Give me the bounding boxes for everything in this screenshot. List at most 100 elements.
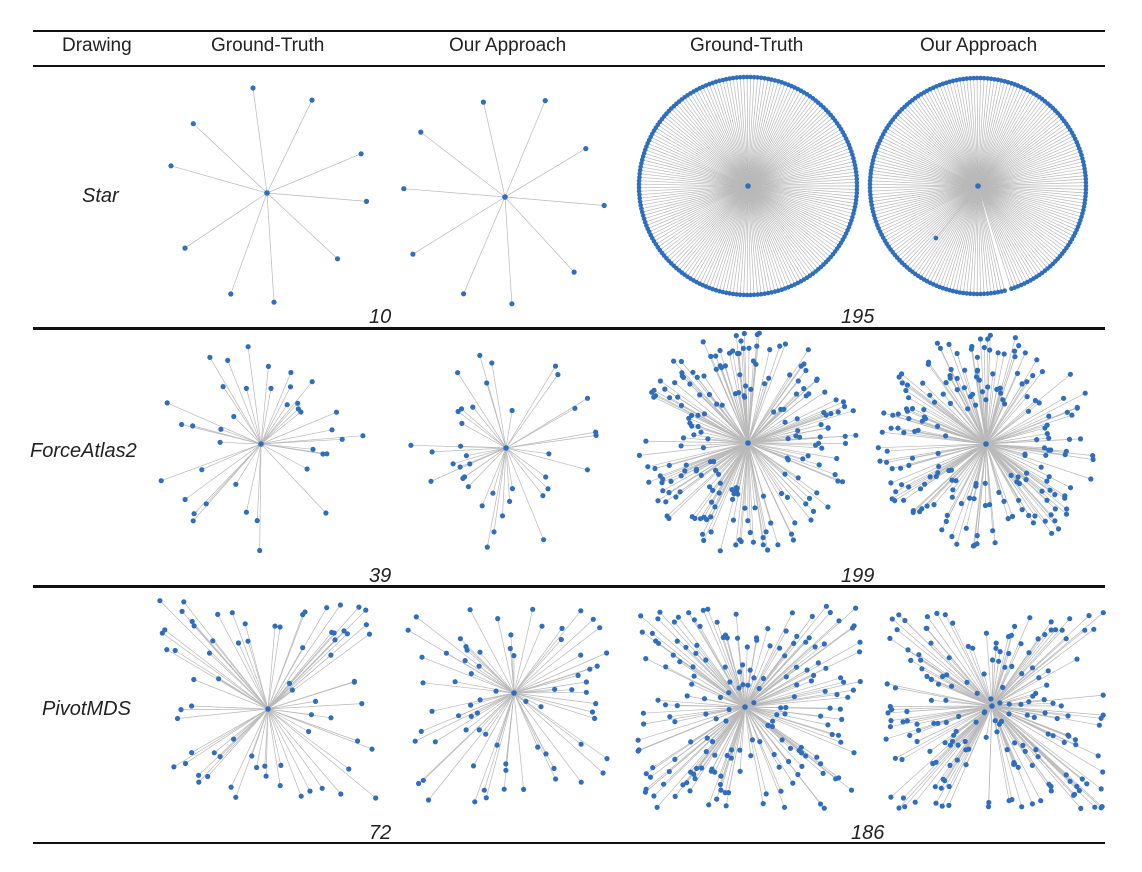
graph-node — [684, 693, 690, 699]
graph-edge — [700, 431, 749, 444]
graph-edge — [729, 353, 749, 444]
graph-edge — [747, 185, 776, 292]
graph-edge — [663, 116, 749, 187]
graph-edge — [747, 131, 843, 187]
graph-edge — [502, 447, 507, 516]
graph-edge — [977, 185, 1056, 262]
graph-edge — [747, 126, 840, 187]
graph-edge — [944, 614, 993, 707]
graph-edge — [688, 612, 746, 708]
graph-node — [834, 691, 840, 698]
graph-node — [949, 477, 955, 483]
graph-node — [249, 753, 255, 759]
graph-node — [673, 494, 679, 500]
graph-node — [716, 490, 722, 496]
graph-edge — [505, 447, 513, 489]
graph-edge — [505, 447, 549, 455]
graph-edge — [747, 442, 822, 449]
graph-node — [906, 484, 912, 490]
graph-edge — [747, 81, 779, 187]
graph-node — [763, 529, 769, 535]
graph-node — [286, 680, 293, 686]
graph-node — [1081, 159, 1086, 165]
graph-edge — [977, 185, 1074, 237]
graph-edge — [513, 681, 587, 694]
graph-node — [818, 713, 824, 719]
graph-edge — [747, 442, 812, 521]
graph-node — [674, 638, 680, 644]
graph-edge — [260, 443, 327, 514]
graph-edge — [984, 443, 987, 484]
graph-edge — [909, 102, 979, 187]
graph-edge — [492, 447, 507, 494]
graph-node — [921, 407, 927, 413]
graph-node — [943, 518, 949, 524]
graph-edge — [732, 77, 749, 187]
graph-node — [1082, 390, 1088, 396]
graph-node — [1100, 769, 1106, 775]
graph-edge — [991, 705, 1102, 790]
graph-node — [755, 75, 760, 80]
graph-node — [901, 497, 907, 503]
graph-edge — [747, 185, 816, 272]
graph-node — [159, 630, 165, 636]
graph-node — [782, 653, 788, 659]
graph-edge — [879, 140, 979, 187]
graph-edge — [666, 442, 749, 517]
graph-edge — [977, 185, 1065, 252]
graph-node — [890, 412, 896, 418]
graph-edge — [185, 708, 269, 764]
graph-node — [854, 183, 860, 189]
graph-edge — [267, 703, 362, 710]
graph-node — [158, 478, 164, 484]
graph-node — [363, 607, 369, 613]
graph-edge — [991, 705, 1046, 714]
graph-edge — [513, 692, 556, 780]
graph-node — [477, 649, 483, 655]
graph-edge — [267, 708, 350, 770]
graph-node — [976, 377, 982, 383]
graph-node — [946, 802, 952, 808]
graph-node — [190, 518, 196, 524]
graph-edge — [985, 406, 1078, 445]
graph-node — [785, 436, 791, 442]
graph-edge — [882, 431, 987, 445]
graph-edge — [246, 443, 262, 513]
graph-node — [1019, 381, 1025, 387]
graph-node — [164, 400, 170, 406]
graph-node — [932, 784, 938, 790]
graph-node — [672, 719, 678, 725]
graph-node — [1048, 512, 1054, 518]
graph-node — [671, 619, 677, 625]
graph-edge — [985, 443, 1091, 480]
graph-edge — [991, 629, 1095, 707]
graph-edge — [747, 185, 751, 296]
graph-edge — [747, 442, 782, 494]
graph-node — [762, 76, 767, 81]
graph-edge — [724, 666, 746, 708]
graph-node — [416, 780, 422, 787]
row-label-star: Star — [82, 185, 119, 207]
graph-node — [655, 498, 661, 504]
graph-node — [604, 756, 610, 762]
graph-node — [902, 617, 908, 624]
graph-edge — [977, 185, 1083, 214]
graph-node — [934, 423, 941, 429]
graph-edge — [914, 185, 979, 275]
graph-node — [178, 707, 184, 713]
graph-node — [555, 372, 561, 378]
graph-edge — [977, 98, 1043, 187]
graph-node — [211, 750, 217, 756]
graph-edge — [513, 654, 581, 694]
graph-node — [363, 622, 369, 628]
graph-edge — [873, 159, 979, 187]
graph-node — [857, 639, 863, 645]
graph-edge — [747, 393, 810, 444]
graph-edge — [747, 107, 824, 187]
graph-node — [987, 347, 993, 353]
graph-node — [344, 631, 350, 637]
graph-edge — [977, 168, 1085, 187]
graph-node — [729, 747, 735, 753]
graph-edge — [747, 185, 854, 215]
graph-edge — [446, 652, 515, 694]
